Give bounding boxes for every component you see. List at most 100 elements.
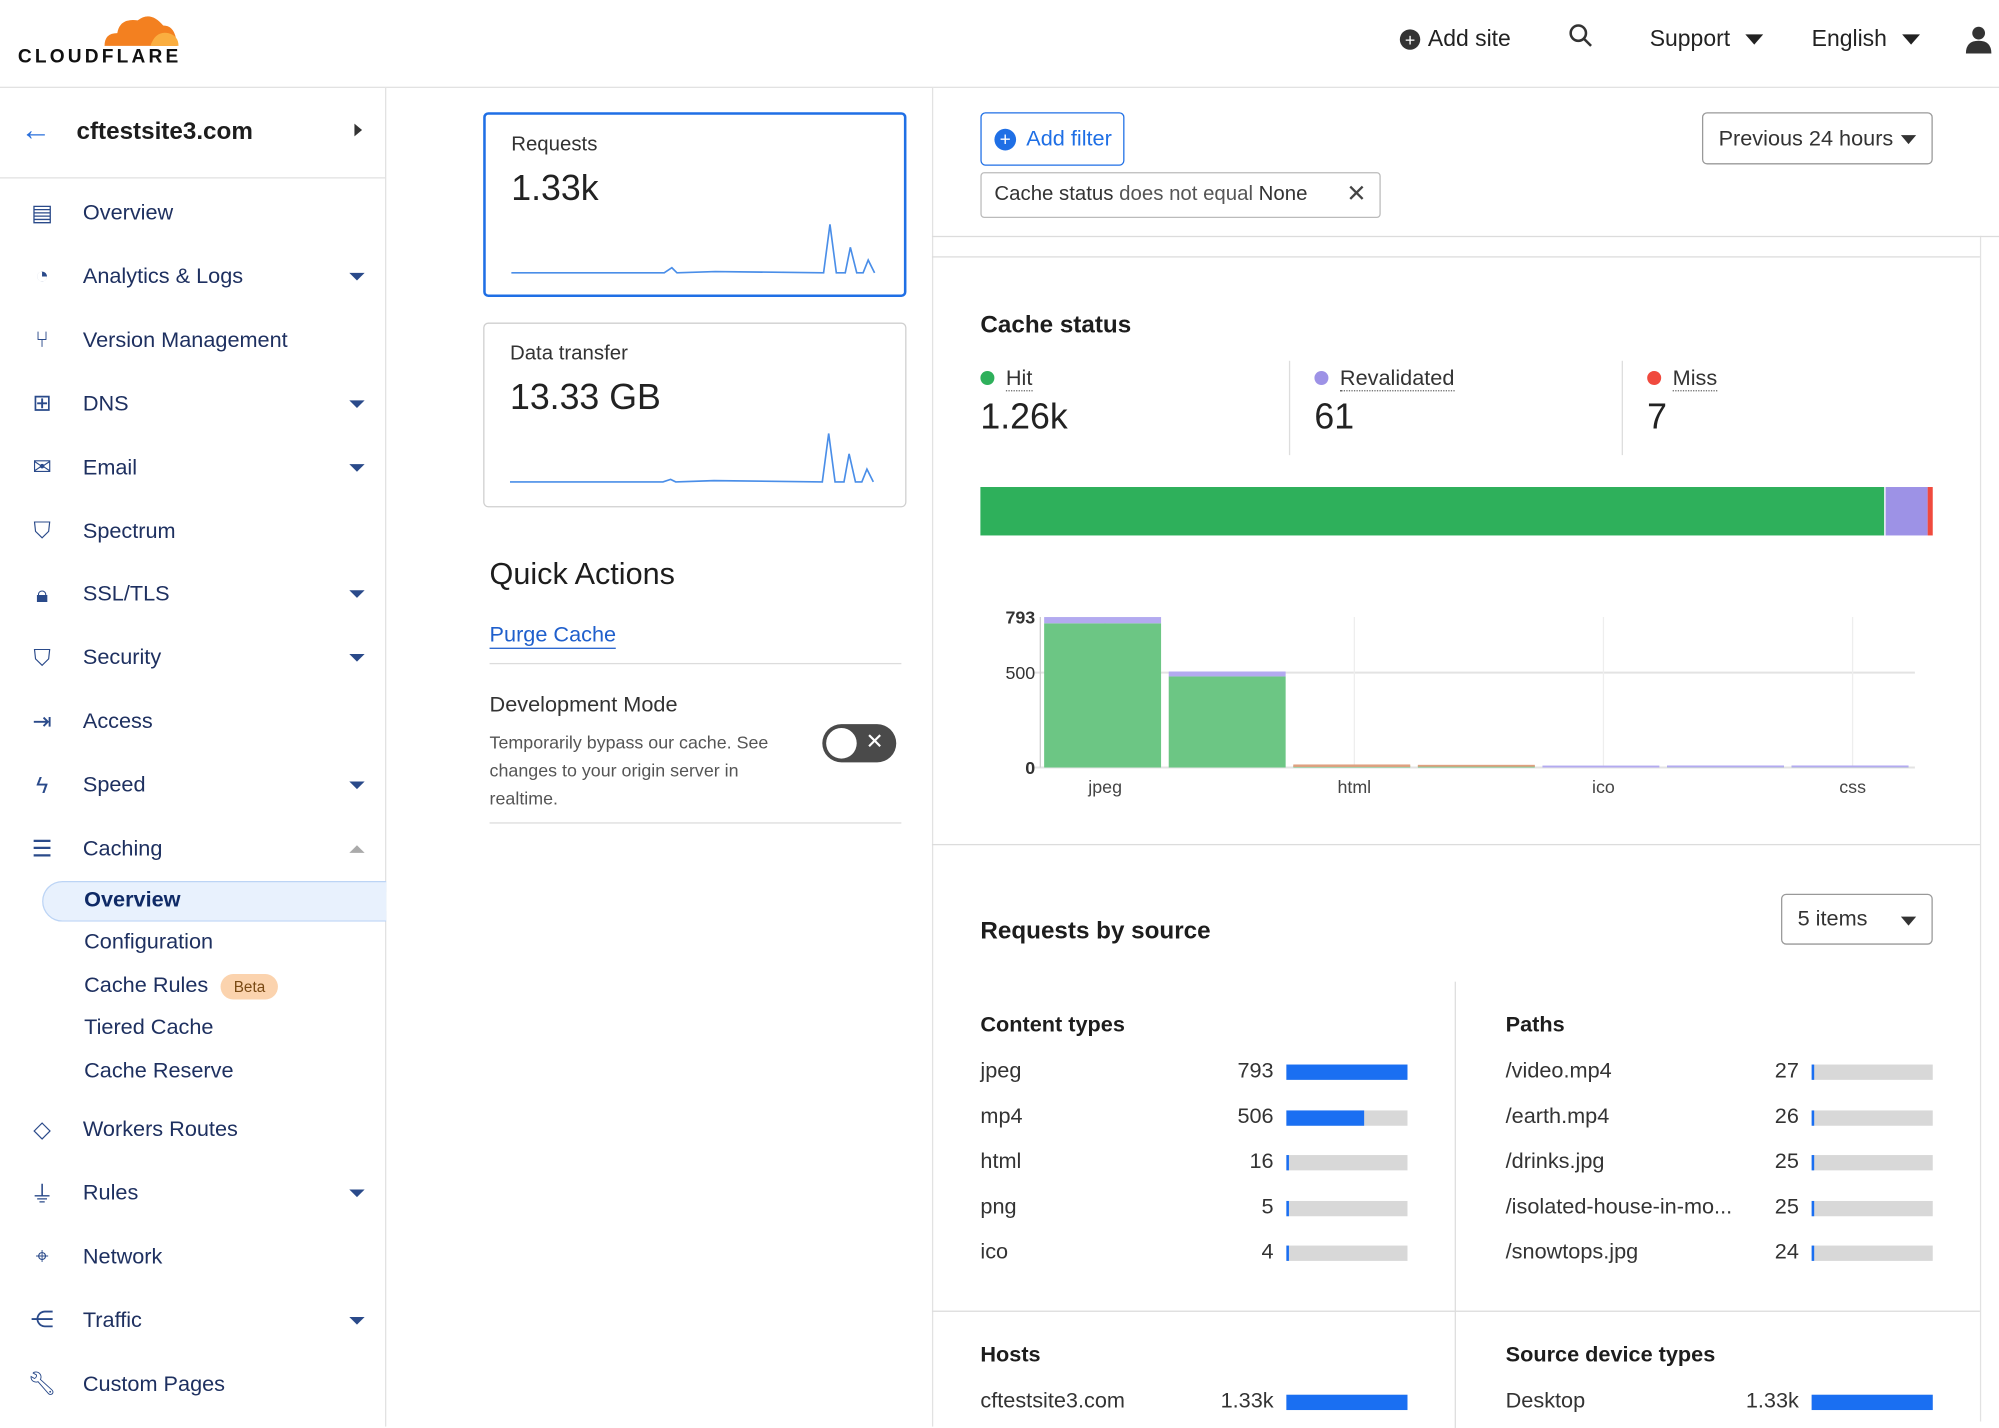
sidebar-item-traffic[interactable]: ⋲ Traffic (25, 1301, 369, 1339)
sidebar-item-security[interactable]: ⛉ Security (25, 639, 369, 677)
content_types-row-label[interactable]: jpeg (980, 1058, 1022, 1083)
paths-row-label[interactable]: /snowtops.jpg (1505, 1239, 1639, 1264)
data-transfer-card[interactable]: Data transfer 13.33 GB (483, 322, 907, 508)
sidebar-subitem-cache-rules[interactable]: Cache Rules Beta (84, 972, 278, 1000)
cache-status-proportion-bar (980, 487, 1933, 536)
quick-actions-title: Quick Actions (489, 557, 675, 592)
devices-row-label[interactable]: Desktop (1505, 1388, 1586, 1413)
sidebar-item-email[interactable]: ✉ Email (25, 448, 369, 486)
items-count-select[interactable]: 5 items (1781, 893, 1933, 945)
add-site-button[interactable]: + Add site (1399, 25, 1511, 52)
caret-down-icon (1900, 135, 1917, 145)
paths-row-label[interactable]: /video.mp4 (1505, 1058, 1612, 1083)
chevron-down-icon[interactable] (349, 272, 365, 281)
chevron-down-icon[interactable] (349, 399, 365, 408)
chevron-down-icon[interactable] (349, 845, 365, 853)
y-tick-label: 793 (1005, 607, 1035, 627)
search-icon[interactable] (1568, 23, 1593, 48)
content_types-row-value: 16 (1249, 1148, 1274, 1173)
x-tick-label: html (1337, 777, 1371, 797)
proportion-segment-hit (980, 487, 1884, 536)
site-selector[interactable]: ← cftestsite3.com (0, 88, 386, 179)
caret-right-icon[interactable] (354, 123, 363, 137)
shield-gear-icon: ⛉ (33, 517, 51, 544)
add-filter-button[interactable]: + Add filter (980, 112, 1125, 166)
legend-label[interactable]: Hit (1005, 365, 1033, 392)
bar-revalidated (1542, 765, 1660, 768)
bar-fill (1286, 1245, 1289, 1261)
site-name: cftestsite3.com (76, 118, 253, 146)
sidebar-item-dns[interactable]: ⊞ DNS (25, 385, 369, 423)
sidebar-item-spectrum[interactable]: ⛉ Spectrum (25, 512, 369, 550)
content_types-row-label[interactable]: png (980, 1193, 1017, 1219)
cloudflare-logo[interactable] (99, 10, 181, 48)
x-tick-label: jpeg (1087, 777, 1122, 797)
sidebar-item-label: Version Management (82, 327, 288, 352)
chevron-down-icon[interactable] (349, 590, 365, 599)
legend-label[interactable]: Miss (1672, 365, 1718, 392)
time-range-select[interactable]: Previous 24 hours (1701, 112, 1933, 165)
active-filter-chip[interactable]: Cache status does not equal None ✕ (980, 172, 1381, 219)
hosts-row-label[interactable]: cftestsite3.com (980, 1388, 1125, 1413)
sidebar-subitem-tiered-cache[interactable]: Tiered Cache (84, 1015, 213, 1040)
devices-title: Source device types (1505, 1342, 1716, 1367)
legend-label[interactable]: Revalidated (1339, 365, 1455, 392)
bar-fill (1286, 1200, 1289, 1216)
items-count-value: 5 items (1797, 906, 1868, 931)
divider (931, 843, 1980, 846)
content_types-row-label[interactable]: ico (980, 1239, 1009, 1264)
bar-fill (1811, 1245, 1815, 1261)
sidebar-item-label: Speed (82, 772, 146, 797)
sidebar-subitem-configuration[interactable]: Configuration (84, 930, 213, 955)
sidebar-subitem-cache-reserve[interactable]: Cache Reserve (84, 1058, 233, 1083)
back-arrow-icon[interactable]: ← (20, 113, 51, 148)
bar-fill (1811, 1064, 1815, 1080)
purge-cache-link[interactable]: Purge Cache (489, 622, 617, 649)
bar-fill (1286, 1155, 1289, 1171)
content_types-row-value: 4 (1261, 1239, 1274, 1264)
sidebar-item-rules[interactable]: ⏚ Rules (25, 1174, 369, 1212)
chevron-down-icon[interactable] (349, 1189, 365, 1197)
sidebar-item-caching[interactable]: ☰ Caching (25, 830, 369, 868)
sidebar-item-network[interactable]: ⌖ Network (25, 1238, 369, 1276)
add-site-label: Add site (1427, 25, 1511, 51)
panel-border (1979, 235, 1982, 1422)
requests-card[interactable]: Requests 1.33k (483, 112, 907, 298)
sidebar-item-workers-routes[interactable]: ◇ Workers Routes (25, 1110, 369, 1148)
remove-filter-icon[interactable]: ✕ (1346, 181, 1367, 208)
sidebar-item-custom-pages[interactable]: 🔧︎ Custom Pages (25, 1365, 369, 1403)
close-icon: ✕ (865, 729, 884, 754)
divider (1288, 360, 1291, 456)
paths-row-label[interactable]: /isolated-house-in-mo... (1505, 1193, 1733, 1219)
sidebar-item-version-management[interactable]: ⑂ Version Management (25, 321, 369, 359)
user-icon[interactable] (1965, 25, 1993, 54)
caret-down-icon (1900, 916, 1917, 926)
bar-hit (1044, 623, 1162, 768)
chevron-down-icon[interactable] (349, 463, 365, 472)
paths-row-label[interactable]: /drinks.jpg (1505, 1148, 1605, 1173)
chevron-down-icon[interactable] (349, 1316, 365, 1325)
workers-icon: ◇ (33, 1116, 51, 1142)
content_types-row-label[interactable]: mp4 (980, 1103, 1023, 1128)
sidebar-item-overview[interactable]: ▤ Overview (25, 194, 369, 232)
sidebar-subitem-overview[interactable]: Overview (84, 887, 180, 912)
support-label: Support (1649, 25, 1731, 51)
sidebar: ← cftestsite3.com ▤ Overview ◔ Analytics & … (0, 87, 387, 1427)
sidebar-item-access[interactable]: ⇥ Access (25, 703, 369, 741)
bar-fill (1286, 1109, 1364, 1126)
devices-row-bar (1811, 1394, 1933, 1411)
content_types-row-label[interactable]: html (980, 1148, 1022, 1173)
content_types-row-bar (1286, 1155, 1408, 1171)
language-menu[interactable]: English (1812, 25, 1921, 52)
sidebar-item-speed[interactable]: ϟ Speed (25, 766, 369, 804)
paths-row-label[interactable]: /earth.mp4 (1505, 1103, 1610, 1128)
sidebar-item-label: Caching (82, 836, 163, 861)
support-menu[interactable]: Support (1650, 25, 1764, 52)
dev-mode-toggle[interactable]: ✕ (822, 724, 897, 763)
chevron-down-icon[interactable] (349, 781, 365, 790)
chevron-down-icon[interactable] (349, 654, 365, 663)
sidebar-item-analytics-logs[interactable]: ◔ Analytics & Logs (25, 257, 369, 295)
bar-fill (1286, 1064, 1408, 1080)
sidebar-item-ssl-tls[interactable]: 🔒︎ SSL/TLS (25, 575, 369, 613)
requests-label: Requests (511, 133, 598, 156)
